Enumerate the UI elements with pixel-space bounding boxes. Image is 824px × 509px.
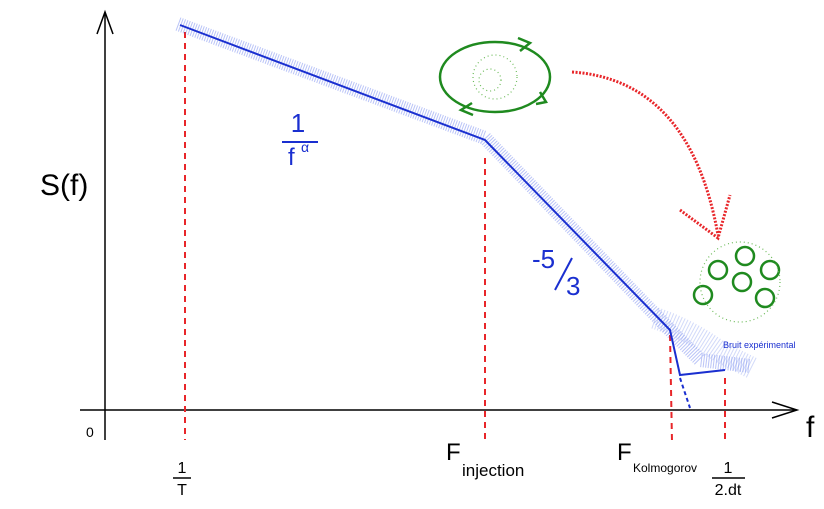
small-eddy xyxy=(734,245,756,267)
noise-label: Bruit expérimental xyxy=(723,340,796,350)
spectrum-noise xyxy=(175,17,751,373)
fraction-bar xyxy=(554,257,573,291)
marker-denominator: T xyxy=(177,482,187,499)
small-eddy xyxy=(754,287,776,309)
eddy-arrow xyxy=(535,91,548,106)
slope-2: -5 3 xyxy=(532,244,580,301)
x-label: f xyxy=(806,411,815,444)
extrapolation xyxy=(679,377,691,409)
small-eddy xyxy=(731,271,753,293)
marker-numerator: 1 xyxy=(178,460,187,477)
marker-subscript: Kolmogorov xyxy=(633,461,697,475)
marker-main: F xyxy=(617,439,632,466)
small-eddy xyxy=(759,259,781,281)
y-arrow xyxy=(96,9,114,35)
eddy-inner xyxy=(478,68,502,92)
large-eddy xyxy=(438,40,552,114)
slope-numerator: -5 xyxy=(532,244,555,274)
eddy-inner xyxy=(472,54,518,100)
small-eddy xyxy=(707,259,729,281)
marker-line xyxy=(669,334,673,443)
eddy-arrow xyxy=(517,36,533,52)
marker-numerator: 1 xyxy=(724,460,733,477)
slope-denominator: 3 xyxy=(566,271,580,301)
small-eddy xyxy=(692,284,714,306)
slope-base: f xyxy=(288,144,295,171)
marker-subscript: injection xyxy=(462,461,524,480)
eddy-arrow xyxy=(458,101,474,117)
slope-exponent: α xyxy=(301,139,309,155)
eddy-cloud xyxy=(699,241,781,323)
slope-numerator: 1 xyxy=(291,108,305,138)
x-arrow xyxy=(771,401,800,419)
spectrum-line xyxy=(179,24,726,377)
marker-main: F xyxy=(446,439,461,466)
slope-1: 1 f α xyxy=(282,108,318,171)
cascade-arrow xyxy=(571,70,720,236)
small-eddies xyxy=(692,241,781,323)
origin-label: 0 xyxy=(86,424,94,440)
y-label: S(f) xyxy=(40,169,88,202)
cascade-arrowhead xyxy=(679,194,732,241)
marker-denominator: 2.dt xyxy=(715,482,742,499)
